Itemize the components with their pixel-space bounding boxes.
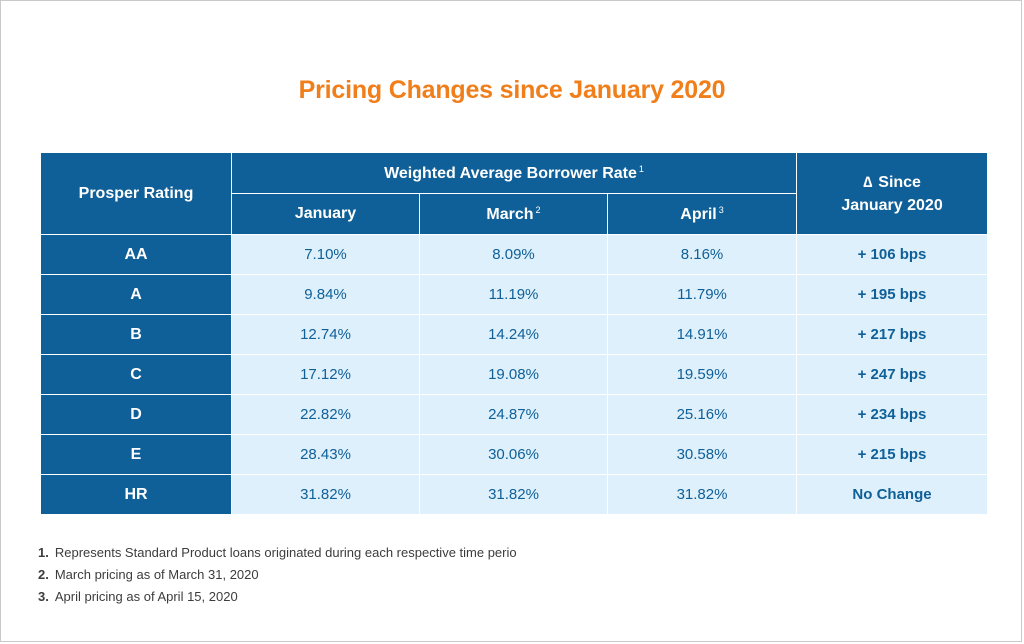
header-weighted-average-label: Weighted Average Borrower Rate [384,164,637,182]
rating-cell: D [40,394,232,435]
footnote-ref-2: 2 [535,204,541,215]
footnote-item: 2. March pricing as of March 31, 2020 [38,565,517,587]
header-weighted-average: Weighted Average Borrower Rate 1 [230,152,798,194]
footnote-item: 1. Represents Standard Product loans orig… [38,543,517,565]
march-rate-cell: 31.82% [419,474,608,515]
table-row: D 22.82% 24.87% 25.16% + 234 bps [40,394,989,435]
march-rate-cell: 8.09% [419,234,608,275]
header-month-january: January [231,193,420,235]
delta-cell: + 247 bps [796,354,989,395]
footnote-ref-3: 3 [718,204,724,215]
january-rate-cell: 12.74% [231,314,420,355]
january-rate-cell: 17.12% [231,354,420,395]
footnote-text: March pricing as of March 31, 2020 [54,567,259,582]
march-rate-cell: 24.87% [419,394,608,435]
header-month-march: March 2 [419,193,608,235]
table-row: E 28.43% 30.06% 30.58% + 215 bps [40,434,989,475]
delta-icon: ∆ [863,173,873,191]
rating-cell: E [40,434,232,475]
table-row: HR 31.82% 31.82% 31.82% No Change [40,474,989,515]
delta-cell: + 106 bps [796,234,989,275]
march-rate-cell: 11.19% [419,274,608,315]
table-row: AA 7.10% 8.09% 8.16% + 106 bps [40,234,989,275]
delta-cell: + 234 bps [796,394,989,435]
january-rate-cell: 22.82% [231,394,420,435]
header-month-label: March [486,205,534,223]
footnote-number: 3. [38,589,49,604]
footnote-item: 3. April pricing as of April 15, 2020 [38,587,517,609]
pricing-table: Prosper Rating Weighted Average Borrower… [40,152,989,515]
delta-cell: No Change [796,474,989,515]
delta-cell: + 215 bps [796,434,989,475]
page-title: Pricing Changes since January 2020 [298,76,726,104]
march-rate-cell: 14.24% [419,314,608,355]
january-rate-cell: 9.84% [231,274,420,315]
header-prosper-rating-label: Prosper Rating [78,184,194,202]
table-row: C 17.12% 19.08% 19.59% + 247 bps [40,354,989,395]
march-rate-cell: 19.08% [419,354,608,395]
table-row: A 9.84% 11.19% 11.79% + 195 bps [40,274,989,315]
header-delta-line2: January 2020 [841,196,943,214]
april-rate-cell: 31.82% [606,474,798,515]
header-month-label: April [680,205,717,223]
footnote-text: Represents Standard Product loans origin… [54,545,517,560]
rating-cell: HR [40,474,232,515]
april-rate-cell: 11.79% [606,274,798,315]
header-month-label: January [294,205,357,222]
header-prosper-rating: Prosper Rating [40,152,232,235]
april-rate-cell: 25.16% [606,394,798,435]
delta-cell: + 195 bps [796,274,989,315]
header-delta-line1: Since [878,173,921,191]
april-rate-cell: 30.58% [606,434,798,475]
january-rate-cell: 7.10% [231,234,420,275]
header-month-april: April 3 [606,193,798,235]
table-row: B 12.74% 14.24% 14.91% + 217 bps [40,314,989,355]
rating-cell: C [40,354,232,395]
january-rate-cell: 31.82% [231,474,420,515]
rating-cell: A [40,274,232,315]
footnote-number: 2. [38,567,49,582]
rating-cell: AA [40,234,232,275]
delta-cell: + 217 bps [796,314,989,355]
rating-cell: B [40,314,232,355]
april-rate-cell: 14.91% [606,314,798,355]
april-rate-cell: 19.59% [606,354,798,395]
january-rate-cell: 28.43% [231,434,420,475]
march-rate-cell: 30.06% [419,434,608,475]
april-rate-cell: 8.16% [606,234,798,275]
footnote-ref-1: 1 [638,163,644,174]
footnote-text: April pricing as of April 15, 2020 [54,589,238,604]
footnotes: 1. Represents Standard Product loans orig… [38,543,517,609]
header-delta-since: ∆ Since January 2020 [796,152,989,235]
footnote-number: 1. [38,545,49,560]
